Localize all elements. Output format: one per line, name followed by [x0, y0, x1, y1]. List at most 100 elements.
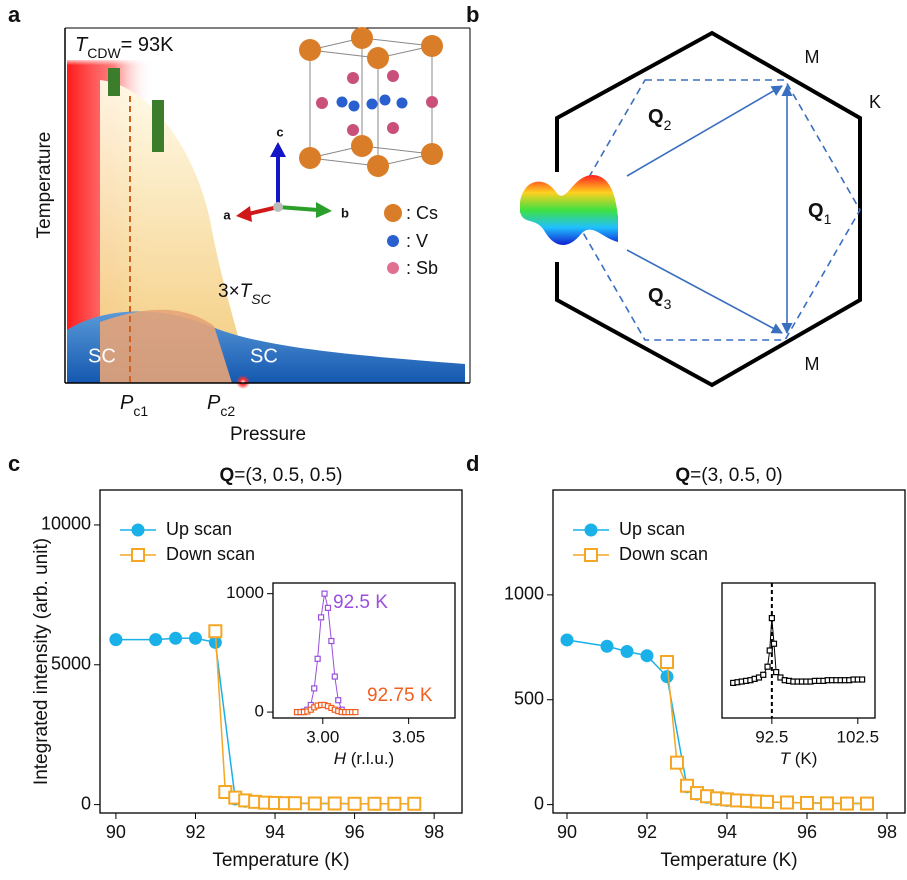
point — [671, 757, 683, 769]
point — [189, 632, 201, 644]
axis-name: b — [341, 205, 349, 220]
chart-title: Q=(3, 0.5, 0.5) — [219, 465, 342, 486]
legend-label: Down scan — [166, 544, 255, 564]
y-tick-label: 500 — [514, 688, 544, 708]
symbol: Q — [648, 106, 664, 128]
v-atom — [367, 99, 378, 110]
y-axis-label: Temperature — [34, 132, 55, 239]
y-tick-label: 0 — [255, 702, 264, 721]
x-axis-label: T (K) — [780, 749, 818, 768]
point — [329, 797, 341, 809]
text-part: (K) — [790, 749, 817, 768]
arrowhead — [316, 202, 332, 218]
point — [767, 648, 772, 653]
point — [761, 672, 766, 677]
x-tick-label: 3.05 — [392, 727, 425, 746]
panel-label: a — [8, 2, 21, 27]
subscript: 1 — [824, 211, 832, 227]
atoms — [299, 27, 443, 177]
point — [801, 797, 813, 809]
point — [325, 605, 330, 610]
sb-atom — [347, 72, 359, 84]
x-tick-label: 98 — [877, 822, 897, 842]
subscript: 2 — [664, 117, 672, 133]
atom-label: : Cs — [406, 203, 438, 223]
legend-label: Down scan — [619, 544, 708, 564]
point — [150, 634, 162, 646]
subscript: 3 — [664, 296, 672, 312]
point — [353, 710, 358, 715]
prefix: 3× — [218, 281, 240, 302]
v-atom — [380, 95, 391, 106]
point — [821, 797, 833, 809]
point — [621, 646, 633, 658]
point — [765, 664, 770, 669]
x-tick-label: 94 — [717, 822, 737, 842]
point-label: M — [805, 354, 820, 374]
arrowhead — [236, 206, 252, 222]
text-part: =(3, 0.5, 0) — [690, 465, 782, 486]
cs-atom — [421, 35, 443, 57]
point — [774, 670, 779, 675]
x-tick-label: 3.00 — [306, 727, 339, 746]
cs-atom — [351, 135, 373, 157]
point-label: M — [805, 47, 820, 67]
legend-label: Up scan — [619, 519, 685, 539]
point — [860, 677, 865, 682]
pc2-label: Pc2 — [207, 392, 235, 418]
sb-atom — [347, 124, 359, 136]
legend-atom — [387, 235, 399, 247]
green-bar — [152, 100, 164, 152]
point — [170, 632, 182, 644]
cs-atom — [299, 147, 321, 169]
cs-atom — [367, 155, 389, 177]
point — [209, 625, 221, 637]
series-label: 92.75 K — [367, 685, 433, 706]
legend-atom — [384, 204, 402, 222]
point — [585, 549, 597, 561]
point — [132, 549, 144, 561]
arrowhead — [270, 142, 286, 157]
subscript: CDW — [87, 45, 121, 61]
series-label: 92.5 K — [333, 592, 388, 613]
chart-title: Q=(3, 0.5, 0) — [675, 465, 782, 486]
page: a b c d c a b — [0, 0, 907, 880]
point — [761, 796, 773, 808]
point — [769, 616, 774, 621]
x-tick-label: 92 — [637, 822, 657, 842]
value: = 93K — [121, 34, 174, 56]
x-tick-label: 92.5 — [755, 727, 788, 746]
panel-label: d — [466, 451, 479, 476]
y-tick-label: 10000 — [41, 514, 91, 534]
x-tick-label: 90 — [106, 822, 126, 842]
pc2-dot — [236, 375, 250, 389]
cs-atom — [421, 143, 443, 165]
point — [661, 671, 673, 683]
cs-atom — [351, 27, 373, 49]
point — [661, 656, 673, 668]
green-bar — [108, 68, 120, 96]
x-tick-label: 94 — [265, 822, 285, 842]
point — [841, 798, 853, 810]
point — [408, 798, 420, 810]
point — [585, 524, 597, 536]
atom-label: : Sb — [406, 258, 438, 278]
v-atom — [397, 98, 408, 109]
point — [289, 797, 301, 809]
symbol: Q — [648, 285, 664, 307]
x-axis-label: Temperature (K) — [660, 850, 797, 871]
y-tick-label: 0 — [534, 793, 544, 813]
x-axis-label: Temperature (K) — [212, 850, 349, 871]
point — [772, 641, 777, 646]
x-tick-label: 96 — [797, 822, 817, 842]
x-axis-label: H (r.l.u.) — [334, 749, 394, 768]
point — [322, 591, 327, 596]
y-axis-label: Integrated intensity (arb. unit) — [31, 538, 52, 785]
x-tick-label: 102.5 — [837, 727, 880, 746]
legend-atom — [387, 262, 399, 274]
axis-name: c — [276, 124, 283, 139]
point — [561, 634, 573, 646]
q2-arrow — [627, 86, 782, 176]
x-axis-label: Pressure — [230, 424, 306, 445]
phase-diagram: c a b : Cs : V : Sb TCDW= 93K 3×TSC SC S… — [34, 27, 470, 445]
